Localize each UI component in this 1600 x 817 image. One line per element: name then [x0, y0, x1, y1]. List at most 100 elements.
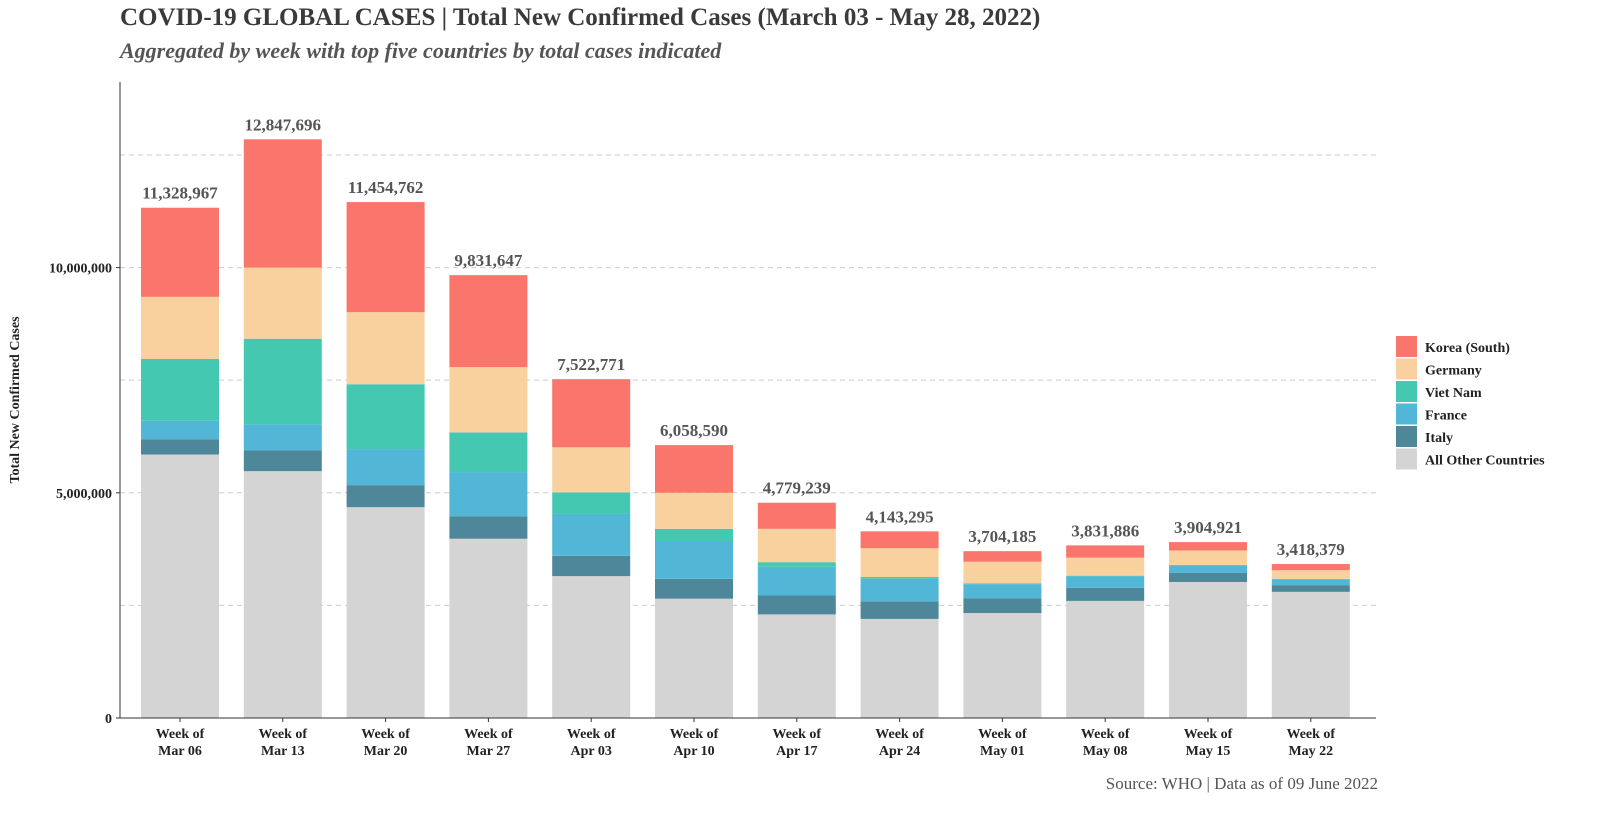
- bar-segment-korea-south: [141, 207, 219, 297]
- bar-segment-all-other-countries: [860, 618, 939, 718]
- bar-segment-france: [243, 424, 322, 451]
- source-note: Source: WHO | Data as of 09 June 2022: [1105, 774, 1378, 793]
- legend: Korea (South) Germany Viet Nam France Italy A…: [1396, 336, 1545, 470]
- bar-total-label: 4,779,239: [763, 479, 831, 498]
- bar-segment-italy: [1271, 585, 1350, 592]
- bar-segment-korea-south: [757, 502, 836, 529]
- bar-segment-france: [449, 472, 528, 517]
- bar-segment-germany: [243, 267, 322, 339]
- bar-segment-korea-south: [346, 202, 425, 313]
- bar-segment-korea-south: [243, 139, 322, 268]
- bar-segment-viet-nam: [141, 359, 219, 421]
- bar-segment-france: [1169, 565, 1247, 573]
- bar-segment-germany: [1066, 557, 1145, 576]
- bar-segment-germany: [1169, 550, 1247, 565]
- bar-segment-germany: [449, 367, 528, 433]
- bar-segment-germany: [1271, 570, 1350, 579]
- bar-segment-viet-nam: [449, 432, 528, 473]
- bar-segment-france: [1271, 579, 1350, 586]
- bar-segment-viet-nam: [346, 384, 425, 450]
- bar-segment-italy: [655, 578, 733, 599]
- bar-segment-germany: [860, 548, 939, 578]
- x-tick-label: Week of Mar 06: [156, 727, 205, 759]
- bar-total-label: 11,328,967: [142, 184, 218, 203]
- bar-segment-korea-south: [449, 275, 528, 368]
- x-tick-label: Week of May 22: [1286, 727, 1335, 759]
- legend-label: France: [1425, 409, 1467, 424]
- legend-swatch: [1396, 426, 1417, 447]
- bar-segment-france: [963, 584, 1042, 599]
- legend-swatch: [1396, 403, 1417, 425]
- axes: 0 5,000,000 10,000,000 Week of Mar 06 Week of…: [49, 82, 1376, 759]
- x-tick-label: Week of Mar 20: [361, 727, 410, 759]
- bar-segment-all-other-countries: [449, 538, 528, 718]
- data-labels: 11,328,967 12,847,696 11,454,762 9,831,647 7…: [142, 115, 1345, 559]
- bar-segment-all-other-countries: [1169, 581, 1247, 718]
- bar-segment-korea-south: [655, 445, 733, 493]
- legend-label: Korea (South): [1425, 341, 1510, 356]
- bar-segment-viet-nam: [963, 583, 1042, 585]
- bar-total-label: 3,831,886: [1071, 521, 1139, 540]
- bar-total-label: 12,847,696: [245, 115, 322, 134]
- bar-segment-viet-nam: [655, 528, 733, 541]
- bar-segment-italy: [1169, 572, 1247, 582]
- grid-lines: [120, 154, 1376, 606]
- bar-segment-germany: [757, 528, 836, 563]
- bar-segment-viet-nam: [860, 577, 939, 579]
- bar-segment-france: [655, 540, 733, 579]
- bar-segment-all-other-countries: [552, 576, 631, 718]
- bar-total-label: 11,454,762: [348, 178, 424, 197]
- legend-label: Viet Nam: [1425, 386, 1482, 401]
- bar-segment-all-other-countries: [141, 454, 219, 718]
- y-tick-label: 5,000,000: [56, 487, 112, 502]
- bar-segment-all-other-countries: [243, 471, 322, 718]
- bar-segment-france: [1066, 576, 1145, 588]
- x-tick-label: Week of Mar 27: [464, 727, 513, 759]
- x-tick-label: Week of May 15: [1184, 727, 1233, 759]
- bar-total-label: 3,704,185: [968, 527, 1036, 546]
- bar-segment-france: [757, 566, 836, 596]
- legend-label: Italy: [1425, 431, 1453, 446]
- bar-segment-italy: [552, 555, 631, 577]
- bar-total-label: 3,418,379: [1277, 540, 1345, 559]
- legend-swatch: [1396, 381, 1417, 402]
- bar-segment-france: [860, 578, 939, 602]
- legend-label: All Other Countries: [1425, 454, 1545, 469]
- bar-segment-france: [141, 420, 219, 440]
- x-tick-label: Week of May 01: [978, 727, 1027, 759]
- bar-segment-germany: [963, 561, 1042, 584]
- chart-title: COVID-19 GLOBAL CASES | Total New Confir…: [120, 4, 1041, 31]
- legend-swatch: [1396, 448, 1417, 470]
- bar-segment-all-other-countries: [757, 614, 836, 718]
- x-tick-label: Week of Apr 10: [670, 727, 719, 759]
- bar-segment-viet-nam: [243, 338, 322, 425]
- x-tick-label: Week of Apr 17: [772, 727, 821, 759]
- legend-label: Germany: [1425, 364, 1482, 379]
- bar-total-label: 6,058,590: [660, 421, 728, 440]
- bar-segment-all-other-countries: [346, 507, 425, 718]
- bar-segment-italy: [346, 485, 425, 508]
- bar-segment-all-other-countries: [963, 613, 1042, 718]
- chart-subtitle: Aggregated by week with top five countri…: [120, 38, 722, 63]
- legend-swatch: [1396, 358, 1417, 380]
- bar-segment-france: [346, 449, 425, 486]
- x-tick-label: Week of Apr 24: [875, 727, 924, 759]
- bar-segment-germany: [346, 312, 425, 385]
- bar-segment-korea-south: [1066, 545, 1145, 558]
- legend-swatch: [1396, 336, 1417, 357]
- bar-segment-germany: [655, 492, 733, 529]
- bar-segment-italy: [141, 439, 219, 455]
- bar-segment-italy: [1066, 587, 1145, 601]
- bar-segment-viet-nam: [1066, 575, 1145, 577]
- bar-total-label: 7,522,771: [557, 355, 625, 374]
- bar-segment-all-other-countries: [655, 598, 733, 718]
- bar-segment-korea-south: [860, 531, 939, 549]
- y-tick-label: 10,000,000: [49, 262, 112, 277]
- bar-segment-italy: [963, 598, 1042, 614]
- x-tick-label: Week of May 08: [1081, 727, 1130, 759]
- bar-segment-italy: [449, 516, 528, 539]
- bar-segment-italy: [860, 601, 939, 619]
- bar-total-label: 3,904,921: [1174, 518, 1242, 537]
- bar-segment-korea-south: [552, 379, 631, 448]
